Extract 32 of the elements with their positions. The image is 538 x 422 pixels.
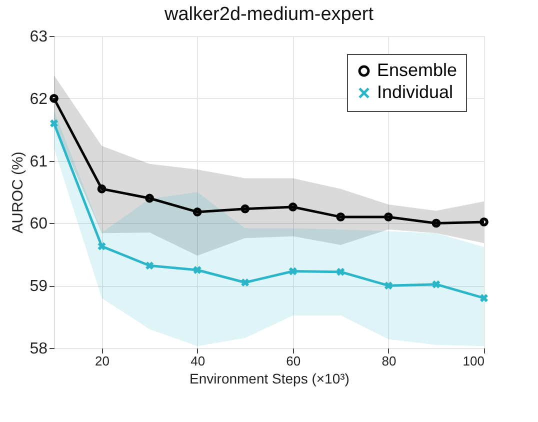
point: [384, 281, 393, 290]
x-tick-label: 80: [382, 354, 396, 368]
point: [240, 204, 250, 214]
point: [432, 280, 441, 289]
y-tick-label: 60: [30, 216, 48, 233]
y-tick-label: 61: [30, 153, 48, 170]
legend-label: Ensemble: [377, 60, 458, 80]
y-tick-label: 62: [30, 90, 48, 108]
y-tick-label: 63: [30, 28, 48, 46]
x-tick-label: 100: [462, 354, 484, 368]
point: [240, 278, 250, 287]
x-tick-label: 40: [190, 354, 206, 368]
legend-label: Individual: [377, 82, 454, 102]
point: [336, 267, 346, 276]
chart-title: walker2d-medium-expert: [163, 4, 374, 25]
point: [288, 202, 298, 212]
point: [288, 266, 298, 276]
point: [336, 212, 346, 222]
point: [145, 194, 154, 203]
point: [192, 266, 202, 274]
x-axis-title: Environment Steps (×10³): [190, 370, 350, 386]
point: [192, 208, 202, 216]
x-tick-label: 60: [286, 354, 301, 368]
y-tick-label: 59: [30, 278, 48, 296]
point: [384, 212, 393, 222]
point: [97, 242, 106, 251]
point: [97, 184, 106, 194]
point: [145, 261, 154, 270]
y-tick-label: 58: [30, 340, 48, 358]
x-tick-label: 20: [95, 354, 110, 368]
y-axis-title: AUROC (%): [10, 152, 27, 234]
point: [432, 218, 441, 228]
